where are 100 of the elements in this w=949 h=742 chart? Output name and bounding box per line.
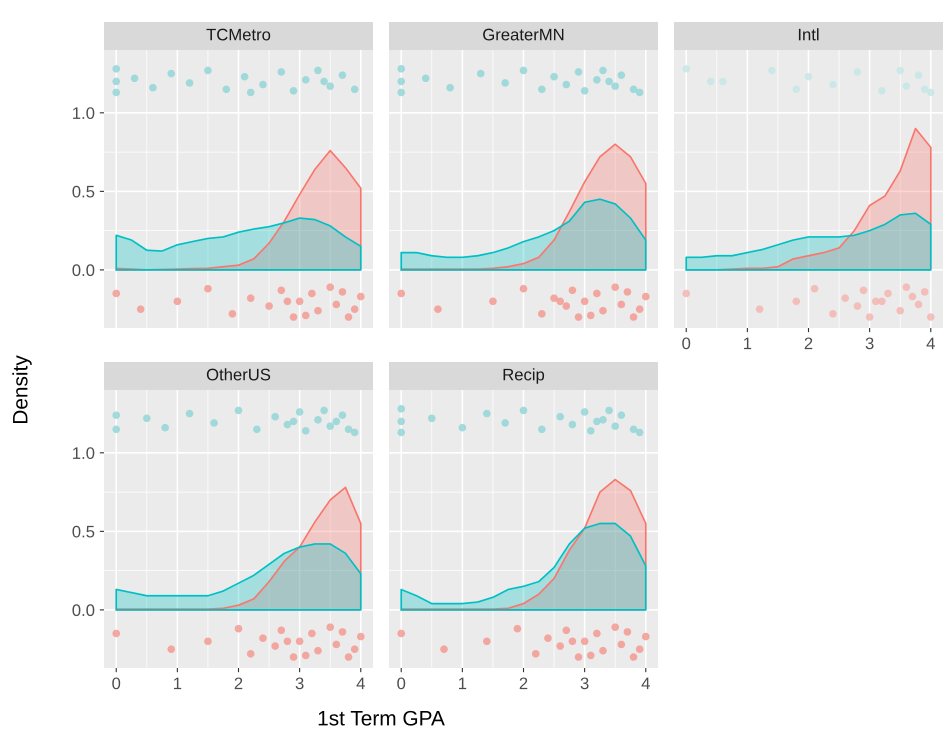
point xyxy=(562,80,570,88)
point xyxy=(167,70,176,78)
point xyxy=(265,302,273,310)
point xyxy=(538,425,546,434)
point xyxy=(580,87,588,95)
point xyxy=(599,646,607,655)
point xyxy=(514,624,522,633)
point xyxy=(902,82,910,90)
point xyxy=(271,412,279,421)
point xyxy=(580,408,588,416)
point xyxy=(636,305,644,313)
point xyxy=(682,65,690,73)
point xyxy=(636,88,644,96)
point xyxy=(586,427,595,435)
point xyxy=(593,76,601,84)
point xyxy=(682,290,690,298)
y-tick-label: 0.0 xyxy=(72,264,94,276)
point xyxy=(501,419,509,427)
point xyxy=(532,650,540,658)
point xyxy=(538,85,546,94)
point xyxy=(593,630,601,638)
point xyxy=(338,628,346,636)
point xyxy=(860,286,868,294)
point xyxy=(344,653,352,661)
point xyxy=(599,66,607,74)
point xyxy=(810,284,818,293)
point xyxy=(210,419,218,427)
point xyxy=(476,70,485,78)
point xyxy=(350,85,358,94)
point xyxy=(296,408,304,416)
point xyxy=(611,283,620,291)
point xyxy=(240,72,248,81)
point xyxy=(550,72,558,81)
point xyxy=(630,653,638,661)
point xyxy=(611,623,620,631)
point xyxy=(259,634,267,642)
x-tick-label: 2 xyxy=(804,337,812,350)
point xyxy=(568,637,576,646)
point xyxy=(204,284,212,293)
point xyxy=(112,630,120,638)
point xyxy=(246,88,255,96)
point xyxy=(458,424,466,432)
point xyxy=(314,646,322,655)
x-tick-label: 2 xyxy=(234,677,242,690)
point xyxy=(768,66,776,74)
point xyxy=(302,76,310,84)
point xyxy=(314,306,322,315)
point xyxy=(593,418,601,426)
point xyxy=(914,300,922,308)
point xyxy=(284,637,292,646)
point xyxy=(920,288,928,296)
point xyxy=(290,313,298,321)
point xyxy=(308,290,316,298)
point xyxy=(290,653,298,661)
point xyxy=(326,422,334,430)
point xyxy=(556,297,564,306)
point xyxy=(611,82,620,90)
point xyxy=(112,78,120,86)
point xyxy=(397,88,406,96)
point xyxy=(356,632,365,640)
point xyxy=(489,297,497,306)
chart-title: TCMetro xyxy=(206,28,270,40)
point xyxy=(320,78,328,86)
point xyxy=(246,294,255,302)
y-axis-title: Density xyxy=(12,355,32,424)
y-tick-label: 0.5 xyxy=(72,186,94,198)
point xyxy=(246,650,255,658)
point xyxy=(338,288,346,296)
point xyxy=(550,294,558,302)
point xyxy=(397,405,406,413)
point xyxy=(397,65,406,73)
point xyxy=(611,422,620,430)
point xyxy=(829,80,837,88)
point xyxy=(618,640,626,648)
point xyxy=(350,305,358,313)
point xyxy=(896,306,904,315)
point xyxy=(483,410,491,418)
point xyxy=(302,312,310,320)
point xyxy=(296,637,304,646)
point xyxy=(538,310,546,318)
point xyxy=(397,418,406,426)
point xyxy=(149,84,157,92)
x-tick-label: 2 xyxy=(520,677,528,690)
point xyxy=(302,427,310,435)
point xyxy=(234,406,242,414)
point xyxy=(501,79,509,87)
chart-title: OtherUS xyxy=(206,368,270,380)
point xyxy=(792,85,800,94)
y-tick-label: 0.5 xyxy=(72,526,94,538)
point xyxy=(161,424,169,432)
point xyxy=(926,313,935,321)
point xyxy=(284,420,292,428)
point xyxy=(277,68,286,76)
point xyxy=(228,310,236,318)
point xyxy=(356,292,365,300)
point xyxy=(630,425,638,434)
point xyxy=(599,306,607,315)
point xyxy=(332,300,340,308)
x-tick-label: 1 xyxy=(174,678,182,690)
point xyxy=(593,290,601,298)
